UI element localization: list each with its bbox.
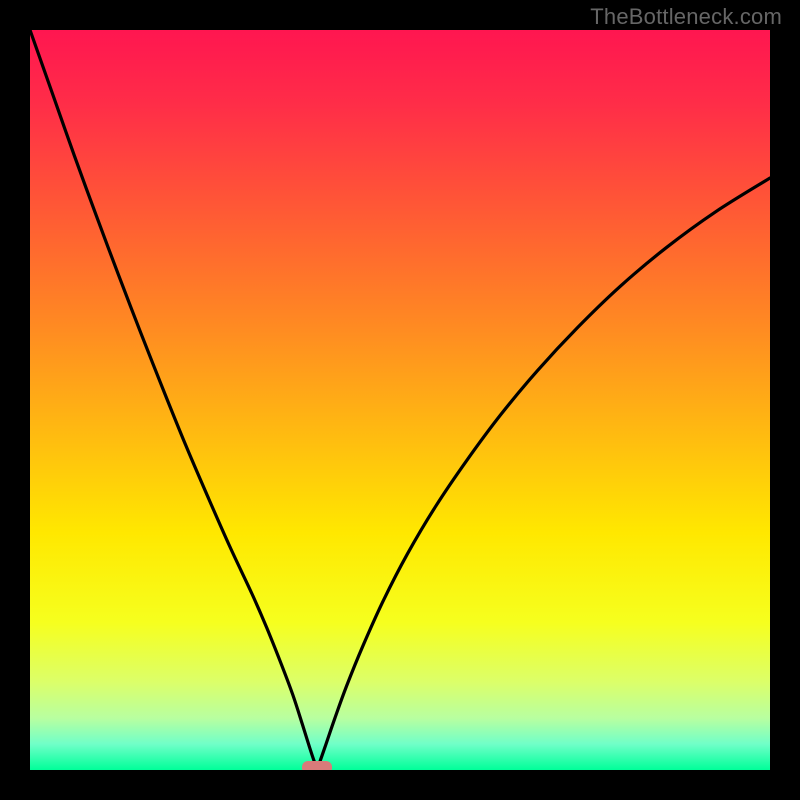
watermark-text: TheBottleneck.com (590, 4, 782, 30)
optimum-marker (302, 761, 332, 770)
gradient-background (30, 30, 770, 770)
plot-area (30, 30, 770, 770)
